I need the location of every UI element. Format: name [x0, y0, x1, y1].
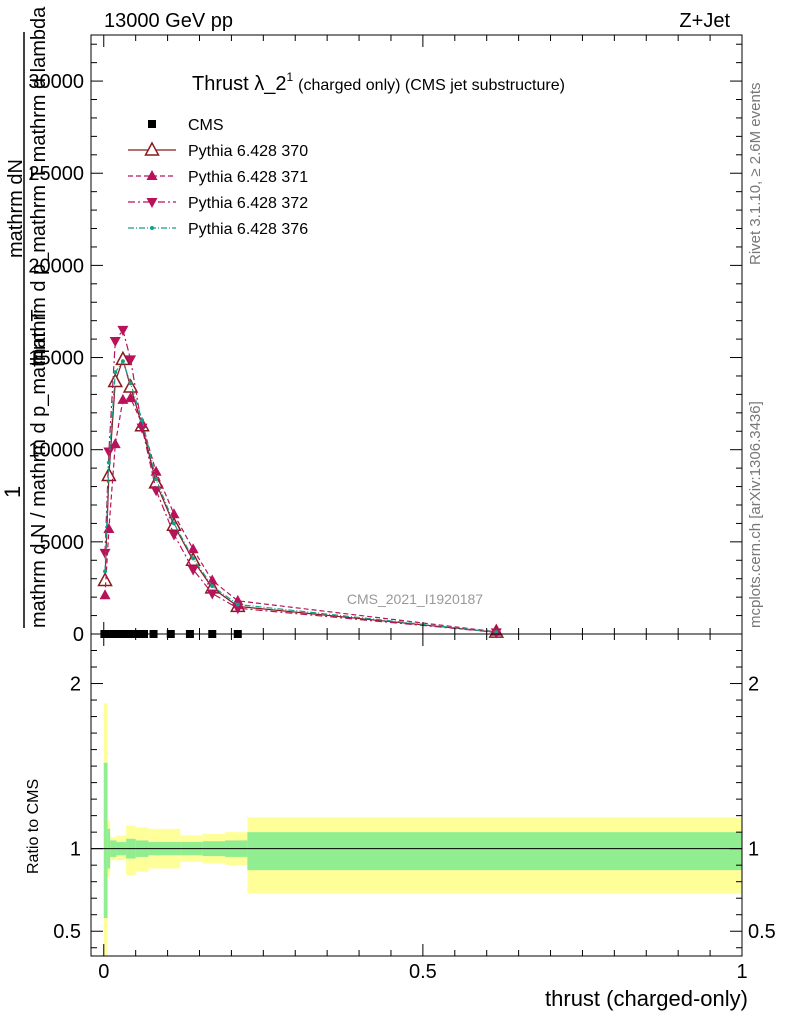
series-point — [128, 381, 133, 386]
rivet-version-text: Rivet 3.1.10, ≥ 2.6M events — [747, 83, 764, 266]
series-4 — [103, 359, 499, 635]
y-tick-label: 0 — [73, 624, 84, 646]
y-tick-label: 15000 — [28, 348, 84, 370]
series-point — [113, 370, 118, 375]
y-tick-label: 30000 — [28, 71, 84, 93]
series-3 — [99, 325, 502, 639]
stat-uncertainty-band — [247, 832, 742, 871]
series-point — [103, 569, 108, 574]
process-label: Z+Jet — [679, 10, 730, 32]
series-point — [168, 508, 180, 519]
ratio-y-tick-label: 1 — [70, 839, 81, 861]
stat-uncertainty-band — [103, 762, 108, 919]
series-line — [104, 328, 497, 633]
series-point — [140, 418, 145, 423]
series-point — [168, 530, 180, 541]
plot-title-superscript: 1 — [286, 70, 293, 84]
series-point — [99, 589, 111, 600]
series-point — [187, 565, 199, 576]
series-point — [99, 548, 111, 559]
series-point — [210, 584, 215, 589]
y-axis-label: mathrm dN mathrm d p_mathrm T mathrm d l… — [0, 6, 50, 628]
series-point — [191, 556, 196, 561]
series-point — [125, 355, 137, 366]
y-axis-label-one: 1 — [0, 486, 25, 498]
plot-title-rest: (charged only) (CMS jet substructure) — [298, 77, 565, 94]
series-point — [103, 522, 115, 533]
series-point — [120, 359, 125, 364]
plot-title-main: Thrust λ_2 — [192, 73, 286, 95]
ratio-y-tick-label: 2 — [70, 674, 81, 696]
series-point — [235, 602, 240, 607]
series-point — [115, 350, 131, 366]
legend-entry: Pythia 6.428 376 — [128, 221, 308, 238]
y-tick-label: 10000 — [28, 440, 84, 462]
legend-label: CMS — [188, 117, 224, 134]
x-axis-label: thrust (charged-only) — [545, 986, 748, 1011]
legend-entry: Pythia 6.428 370 — [128, 141, 308, 160]
series-point — [232, 604, 244, 615]
series-point — [103, 447, 115, 458]
ratio-y-tick-label: 0.5 — [53, 921, 81, 943]
series-point — [150, 465, 162, 476]
y-axis-label-numerator-2: mathrm d p_mathrm T mathrm d lambda — [28, 6, 50, 365]
series-point — [187, 543, 199, 554]
y-axis-label-numerator: mathrm dN — [5, 159, 27, 258]
legend-label: Pythia 6.428 371 — [188, 169, 308, 186]
series-point — [117, 325, 129, 336]
series-point — [146, 198, 158, 208]
x-tick-label: 0.5 — [409, 961, 437, 983]
series-point — [154, 477, 159, 482]
legend-label: Pythia 6.428 372 — [188, 195, 308, 212]
ratio-y-tick-label-right: 2 — [748, 674, 759, 696]
legend-label: Pythia 6.428 370 — [188, 143, 308, 160]
ratio-y-axis-label: Ratio to CMS — [25, 779, 42, 874]
mcplots-reference-text: mcplots.cern.ch [arXiv:1306.3436] — [747, 401, 764, 628]
analysis-watermark: CMS_2021_I1920187 — [347, 591, 483, 607]
ratio-plot-panel: 0.5 0.51 12 20 0.5 1 Ratio to CMS thrust (cha… — [25, 633, 776, 1011]
collision-label: 13000 GeV pp — [104, 10, 233, 32]
series-point — [144, 141, 160, 156]
series-point — [206, 589, 218, 600]
legend: CMS Pythia 6.428 370 Pythia 6.428 371 Pythi… — [128, 117, 308, 238]
series-point — [106, 460, 111, 465]
y-tick-label: 5000 — [40, 532, 85, 554]
ratio-y-tick-label-right: 0.5 — [748, 921, 776, 943]
series-point — [150, 486, 162, 497]
legend-entry: Pythia 6.428 372 — [128, 195, 308, 212]
ratio-y-tick-label-right: 1 — [748, 839, 759, 861]
y-tick-label: 20000 — [28, 255, 84, 277]
cms-data-point — [148, 120, 156, 128]
series-line — [104, 359, 497, 633]
series-point — [171, 521, 176, 526]
legend-label: Pythia 6.428 376 — [188, 221, 308, 238]
series-point — [109, 336, 121, 347]
series-point — [136, 423, 148, 434]
series-point — [206, 574, 218, 585]
main-plot-panel: 0 5000 10000 15000 20000 25000 30000 CMS_2021_… — [0, 6, 743, 646]
series-point — [122, 378, 139, 393]
ratio-plot-frame — [90, 633, 743, 957]
series-point — [109, 438, 121, 449]
x-tick-label: 1 — [736, 961, 747, 983]
series-point — [146, 170, 158, 180]
y-tick-label: 25000 — [28, 163, 84, 185]
series-point — [125, 392, 137, 403]
plot-title: Thrust λ_21 (charged only) (CMS jet subst… — [192, 70, 565, 95]
series-point — [494, 630, 499, 635]
y-axis-label-denominator: mathrm d N / mathrm d p_mathrm T — [28, 309, 50, 628]
legend-entry: Pythia 6.428 371 — [128, 169, 308, 186]
legend-entry: CMS — [148, 117, 224, 134]
series-point — [97, 571, 113, 587]
series-point — [150, 226, 154, 230]
x-tick-label: 0 — [98, 961, 109, 983]
